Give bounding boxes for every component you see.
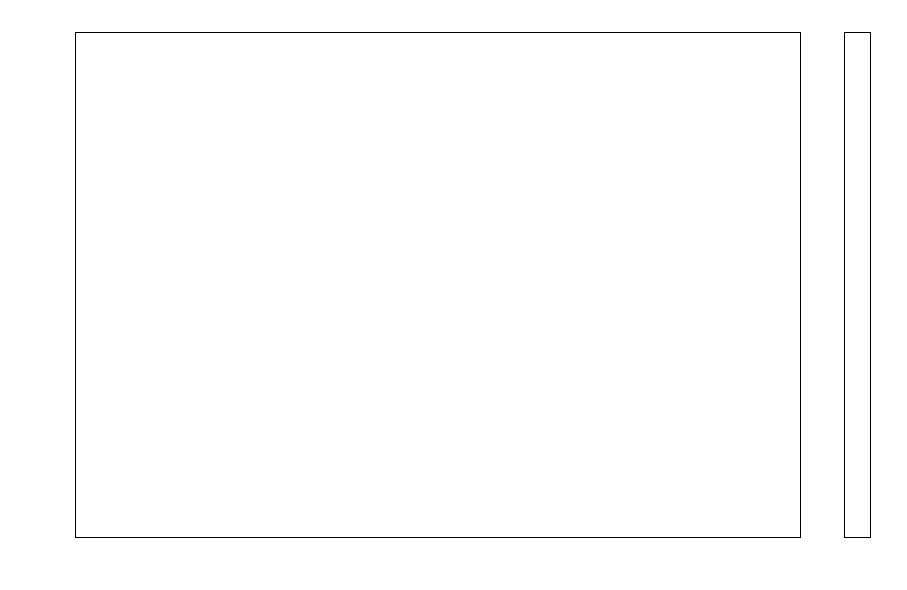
colorbar xyxy=(844,32,871,538)
plot-area xyxy=(75,32,801,538)
colorbar-canvas xyxy=(845,33,870,537)
heatmap-canvas xyxy=(76,33,800,537)
